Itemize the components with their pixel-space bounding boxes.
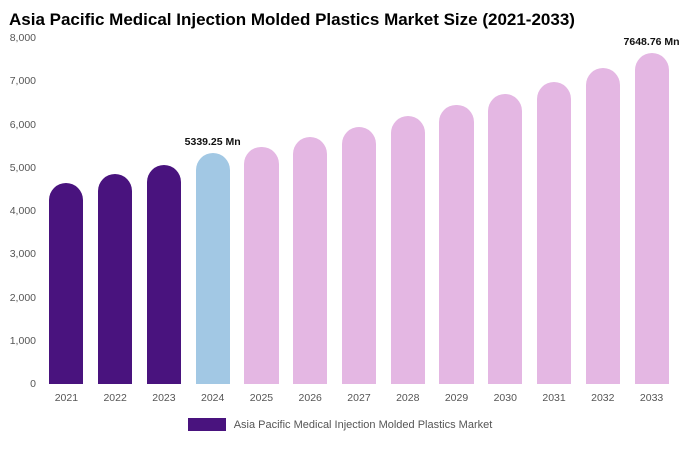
- bar-column-2031: [530, 38, 579, 384]
- x-axis-label-2029: 2029: [444, 392, 469, 404]
- bar-2026: [293, 137, 328, 384]
- x-axis-label-2028: 2028: [396, 392, 420, 404]
- x-axis-label-2021: 2021: [54, 392, 79, 404]
- bar-column-2026: [286, 38, 335, 384]
- legend: Asia Pacific Medical Injection Molded Pl…: [4, 418, 676, 431]
- y-axis-tick-label: 7,000: [9, 75, 36, 88]
- y-axis-tick-label: 6,000: [9, 118, 36, 131]
- bar-2022: [98, 173, 133, 384]
- x-axis-label-2032: 2032: [591, 392, 615, 404]
- bar-2031: [536, 82, 572, 384]
- bar-value-label-2024: 5339.25 Mn: [184, 136, 241, 149]
- y-axis-tick-label: 5,000: [9, 161, 36, 174]
- bar-column-2022: [91, 38, 140, 384]
- y-axis: 0 1,000 2,000 3,000 4,000 5,000 6,000 7,000 8,00…: [4, 32, 42, 390]
- x-axis-label-2033: 2033: [639, 392, 664, 404]
- bar-column-2028: [383, 38, 432, 384]
- x-axis-label-2025: 2025: [249, 392, 274, 404]
- bar-column-2030: [481, 38, 530, 384]
- bar-2028: [390, 116, 425, 384]
- bar-column-2025: [237, 38, 286, 384]
- bar-2021: [49, 182, 84, 384]
- legend-swatch: [187, 418, 226, 431]
- bar-value-label-2033: 7648.76 Mn: [623, 36, 680, 49]
- chart-title: Asia Pacific Medical Injection Molded Pl…: [9, 10, 575, 29]
- plot-area: 5339.25 Mn 7648.76 Mn: [42, 36, 680, 384]
- x-axis-labels: 2021 2022 2023 2024 2025 2026 2027 2028 2029 2030…: [42, 392, 676, 404]
- y-axis-tick-label: 4,000: [9, 205, 36, 217]
- y-axis-tick-label: 0: [30, 378, 36, 390]
- x-axis-label-2030: 2030: [493, 392, 517, 404]
- bar-2027: [341, 126, 377, 384]
- bar-column-2024: 5339.25 Mn: [185, 38, 241, 384]
- bars-container: 5339.25 Mn 7648.76 Mn: [42, 36, 680, 384]
- x-axis-label-2027: 2027: [347, 392, 371, 404]
- x-axis-label-2023: 2023: [152, 392, 176, 404]
- bar-2032: [585, 68, 620, 384]
- chart-area: 0 1,000 2,000 3,000 4,000 5,000 6,000 7,000 8,00…: [4, 32, 680, 390]
- legend-label: Asia Pacific Medical Injection Molded Pl…: [233, 418, 493, 431]
- bar-2030: [488, 94, 523, 384]
- bar-column-2029: [432, 38, 481, 384]
- y-axis-tick-label: 1,000: [9, 334, 36, 347]
- bar-column-2021: [42, 38, 91, 384]
- bar-2033: [634, 53, 669, 384]
- bar-2029: [439, 105, 474, 384]
- bar-2023: [146, 165, 181, 384]
- y-axis-tick-label: 8,000: [9, 32, 36, 44]
- x-axis-label-2026: 2026: [298, 392, 322, 404]
- bar-column-2032: [578, 38, 627, 384]
- bar-column-2023: [140, 38, 189, 384]
- x-axis-label-2031: 2031: [542, 392, 566, 404]
- x-axis-label-2024: 2024: [201, 392, 225, 404]
- bar-column-2033: 7648.76 Mn: [624, 36, 680, 384]
- bar-2024: [195, 153, 230, 384]
- bar-column-2027: [335, 38, 384, 384]
- bar-2025: [244, 147, 279, 384]
- y-axis-tick-label: 3,000: [9, 248, 36, 261]
- x-axis-label-2022: 2022: [103, 392, 127, 404]
- y-axis-tick-label: 2,000: [9, 291, 36, 304]
